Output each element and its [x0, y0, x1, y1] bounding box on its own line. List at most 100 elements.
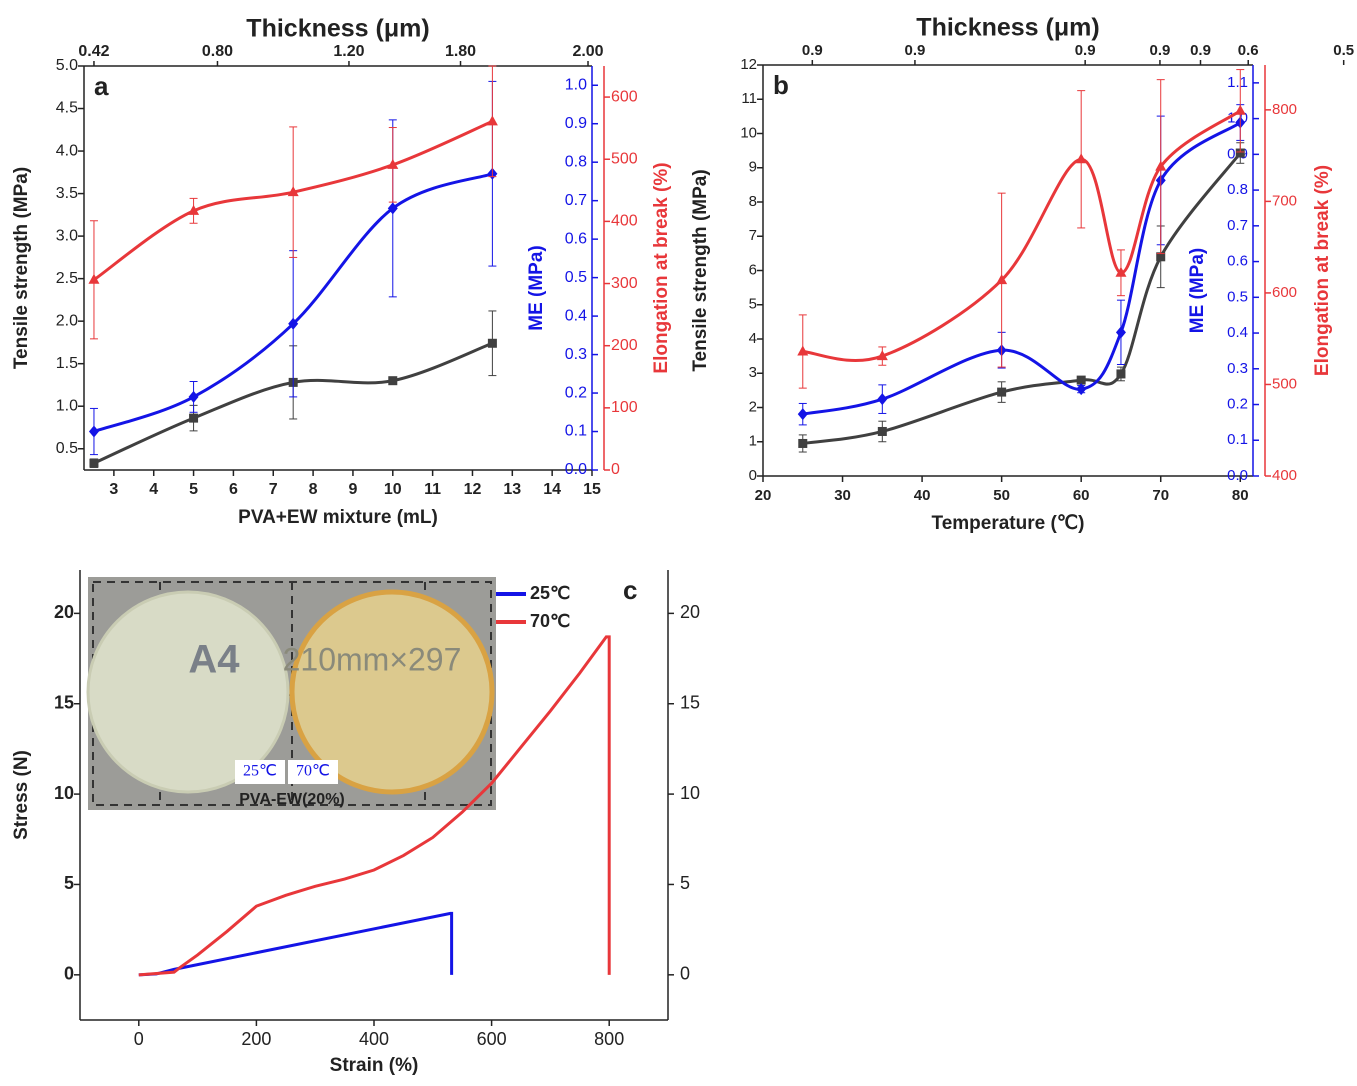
x-tick-label: 80: [1232, 487, 1249, 504]
x2-tick-label: 0.42: [78, 43, 109, 60]
x2-tick-label: 0.9: [905, 42, 926, 59]
y3-tick-label: 500: [611, 150, 638, 167]
x-tick-label: 14: [543, 481, 561, 498]
inset-photo: A4 210mm×297 25℃ 70℃ PVA-EW(20%): [86, 577, 496, 810]
x-axis-title: Strain (%): [330, 1055, 419, 1076]
marker: [88, 273, 100, 284]
y-tick-label: 15: [680, 692, 700, 712]
y-tick-label: 0: [680, 964, 690, 984]
y-tick-label: 1.5: [56, 355, 78, 372]
marker: [188, 390, 199, 403]
sample-25: [86, 590, 290, 794]
x-tick-label: 15: [583, 481, 601, 498]
x-tick-label: 30: [834, 487, 851, 504]
marker: [1115, 266, 1127, 277]
x2-tick-label: 0.80: [202, 43, 233, 60]
x-tick-label: 11: [424, 481, 441, 498]
y-tick-label: 4: [749, 330, 757, 347]
x2-tick-label: 0.9: [1190, 42, 1211, 59]
y3-tick-label: 400: [611, 213, 638, 230]
x-axis-title: Temperature (℃): [932, 513, 1085, 534]
y2-tick-label: 0.3: [565, 346, 587, 363]
panel-label: a: [94, 71, 109, 101]
marker: [1076, 375, 1086, 385]
marker: [1116, 369, 1126, 379]
x2-tick-label: 1.80: [445, 43, 476, 60]
y2-tick-label: 0.5: [1227, 288, 1248, 305]
marker: [1115, 326, 1126, 339]
y-tick-label: 4.0: [56, 142, 78, 159]
y-tick-label: 4.5: [56, 100, 78, 117]
marker: [388, 376, 398, 386]
y2-tick-label: 0.0: [1227, 467, 1248, 484]
y3-tick-label: 100: [611, 399, 638, 416]
x-tick-label: 50: [993, 487, 1010, 504]
y-tick-label: 2.0: [56, 312, 78, 329]
marker: [487, 338, 497, 348]
legend-label: 70℃: [530, 611, 570, 631]
x-tick-label: 10: [384, 481, 402, 498]
x-tick-label: 600: [477, 1029, 507, 1049]
marker: [877, 393, 888, 406]
x2-tick-label: 2.00: [572, 43, 603, 60]
series-line: [802, 152, 1242, 445]
marker: [997, 387, 1007, 397]
y3-tick-label: 400: [1272, 467, 1297, 484]
marker: [387, 202, 398, 215]
x-tick-label: 200: [241, 1029, 271, 1049]
y2-tick-label: 0.7: [565, 192, 587, 209]
y2-tick-label: 1.0: [565, 76, 587, 93]
y-tick-label: 5: [64, 873, 74, 893]
x2-tick-label: 0.5: [1333, 42, 1354, 59]
y3-tick-label: 300: [611, 275, 638, 292]
y-tick-label: 12: [740, 56, 757, 73]
y3-axis-title: Elongation at break (%): [651, 162, 672, 373]
y-tick-label: 7: [749, 227, 757, 244]
y2-tick-label: 0.4: [1227, 324, 1248, 341]
y-tick-label: 20: [54, 602, 74, 622]
x2-axis-title: Thickness (μm): [246, 15, 429, 43]
y-tick-label: 2: [749, 398, 757, 415]
photo-text: A4: [188, 638, 240, 682]
y-tick-label: 1: [749, 433, 757, 450]
inset-label: 25℃: [243, 763, 277, 780]
y-tick-label: 3.5: [56, 185, 78, 202]
y-tick-label: 6: [749, 261, 757, 278]
y2-tick-label: 0.8: [1227, 181, 1248, 198]
x2-tick-label: 1.20: [333, 43, 364, 60]
marker: [1155, 160, 1167, 171]
x2-tick-label: 0.9: [802, 42, 823, 59]
label-box: [288, 760, 338, 784]
x2-tick-label: 0.9: [1150, 42, 1171, 59]
y2-tick-label: 0.2: [565, 384, 587, 401]
x-tick-label: 6: [229, 481, 238, 498]
marker: [1076, 383, 1087, 396]
y2-tick-label: 0.8: [565, 153, 587, 170]
y2-tick-label: 1.1: [1227, 74, 1248, 91]
marker: [797, 408, 808, 421]
x2-tick-label: 0.6: [1238, 42, 1259, 59]
y-tick-label: 0.5: [56, 440, 78, 457]
y2-tick-label: 0.9: [565, 115, 587, 132]
marker: [798, 438, 808, 448]
y2-tick-label: 0.7: [1227, 217, 1248, 234]
marker: [1075, 153, 1087, 164]
sample-70: [289, 589, 495, 795]
x-tick-label: 20: [755, 487, 772, 504]
y-tick-label: 0: [749, 467, 757, 484]
y3-axis-title: Elongation at break (%): [1312, 165, 1333, 376]
x-tick-label: 400: [359, 1029, 389, 1049]
x-tick-label: 9: [348, 481, 357, 498]
marker: [797, 345, 809, 356]
series-line: [802, 121, 1242, 416]
x-tick-label: 0: [134, 1029, 144, 1049]
marker: [876, 350, 888, 361]
y-tick-label: 5: [749, 296, 757, 313]
y-tick-label: 8: [749, 193, 757, 210]
y-tick-label: 9: [749, 159, 757, 176]
y-tick-label: 20: [680, 602, 700, 622]
inset-label: 70℃: [296, 763, 330, 780]
x-tick-label: 60: [1073, 487, 1090, 504]
x-tick-label: 40: [914, 487, 931, 504]
